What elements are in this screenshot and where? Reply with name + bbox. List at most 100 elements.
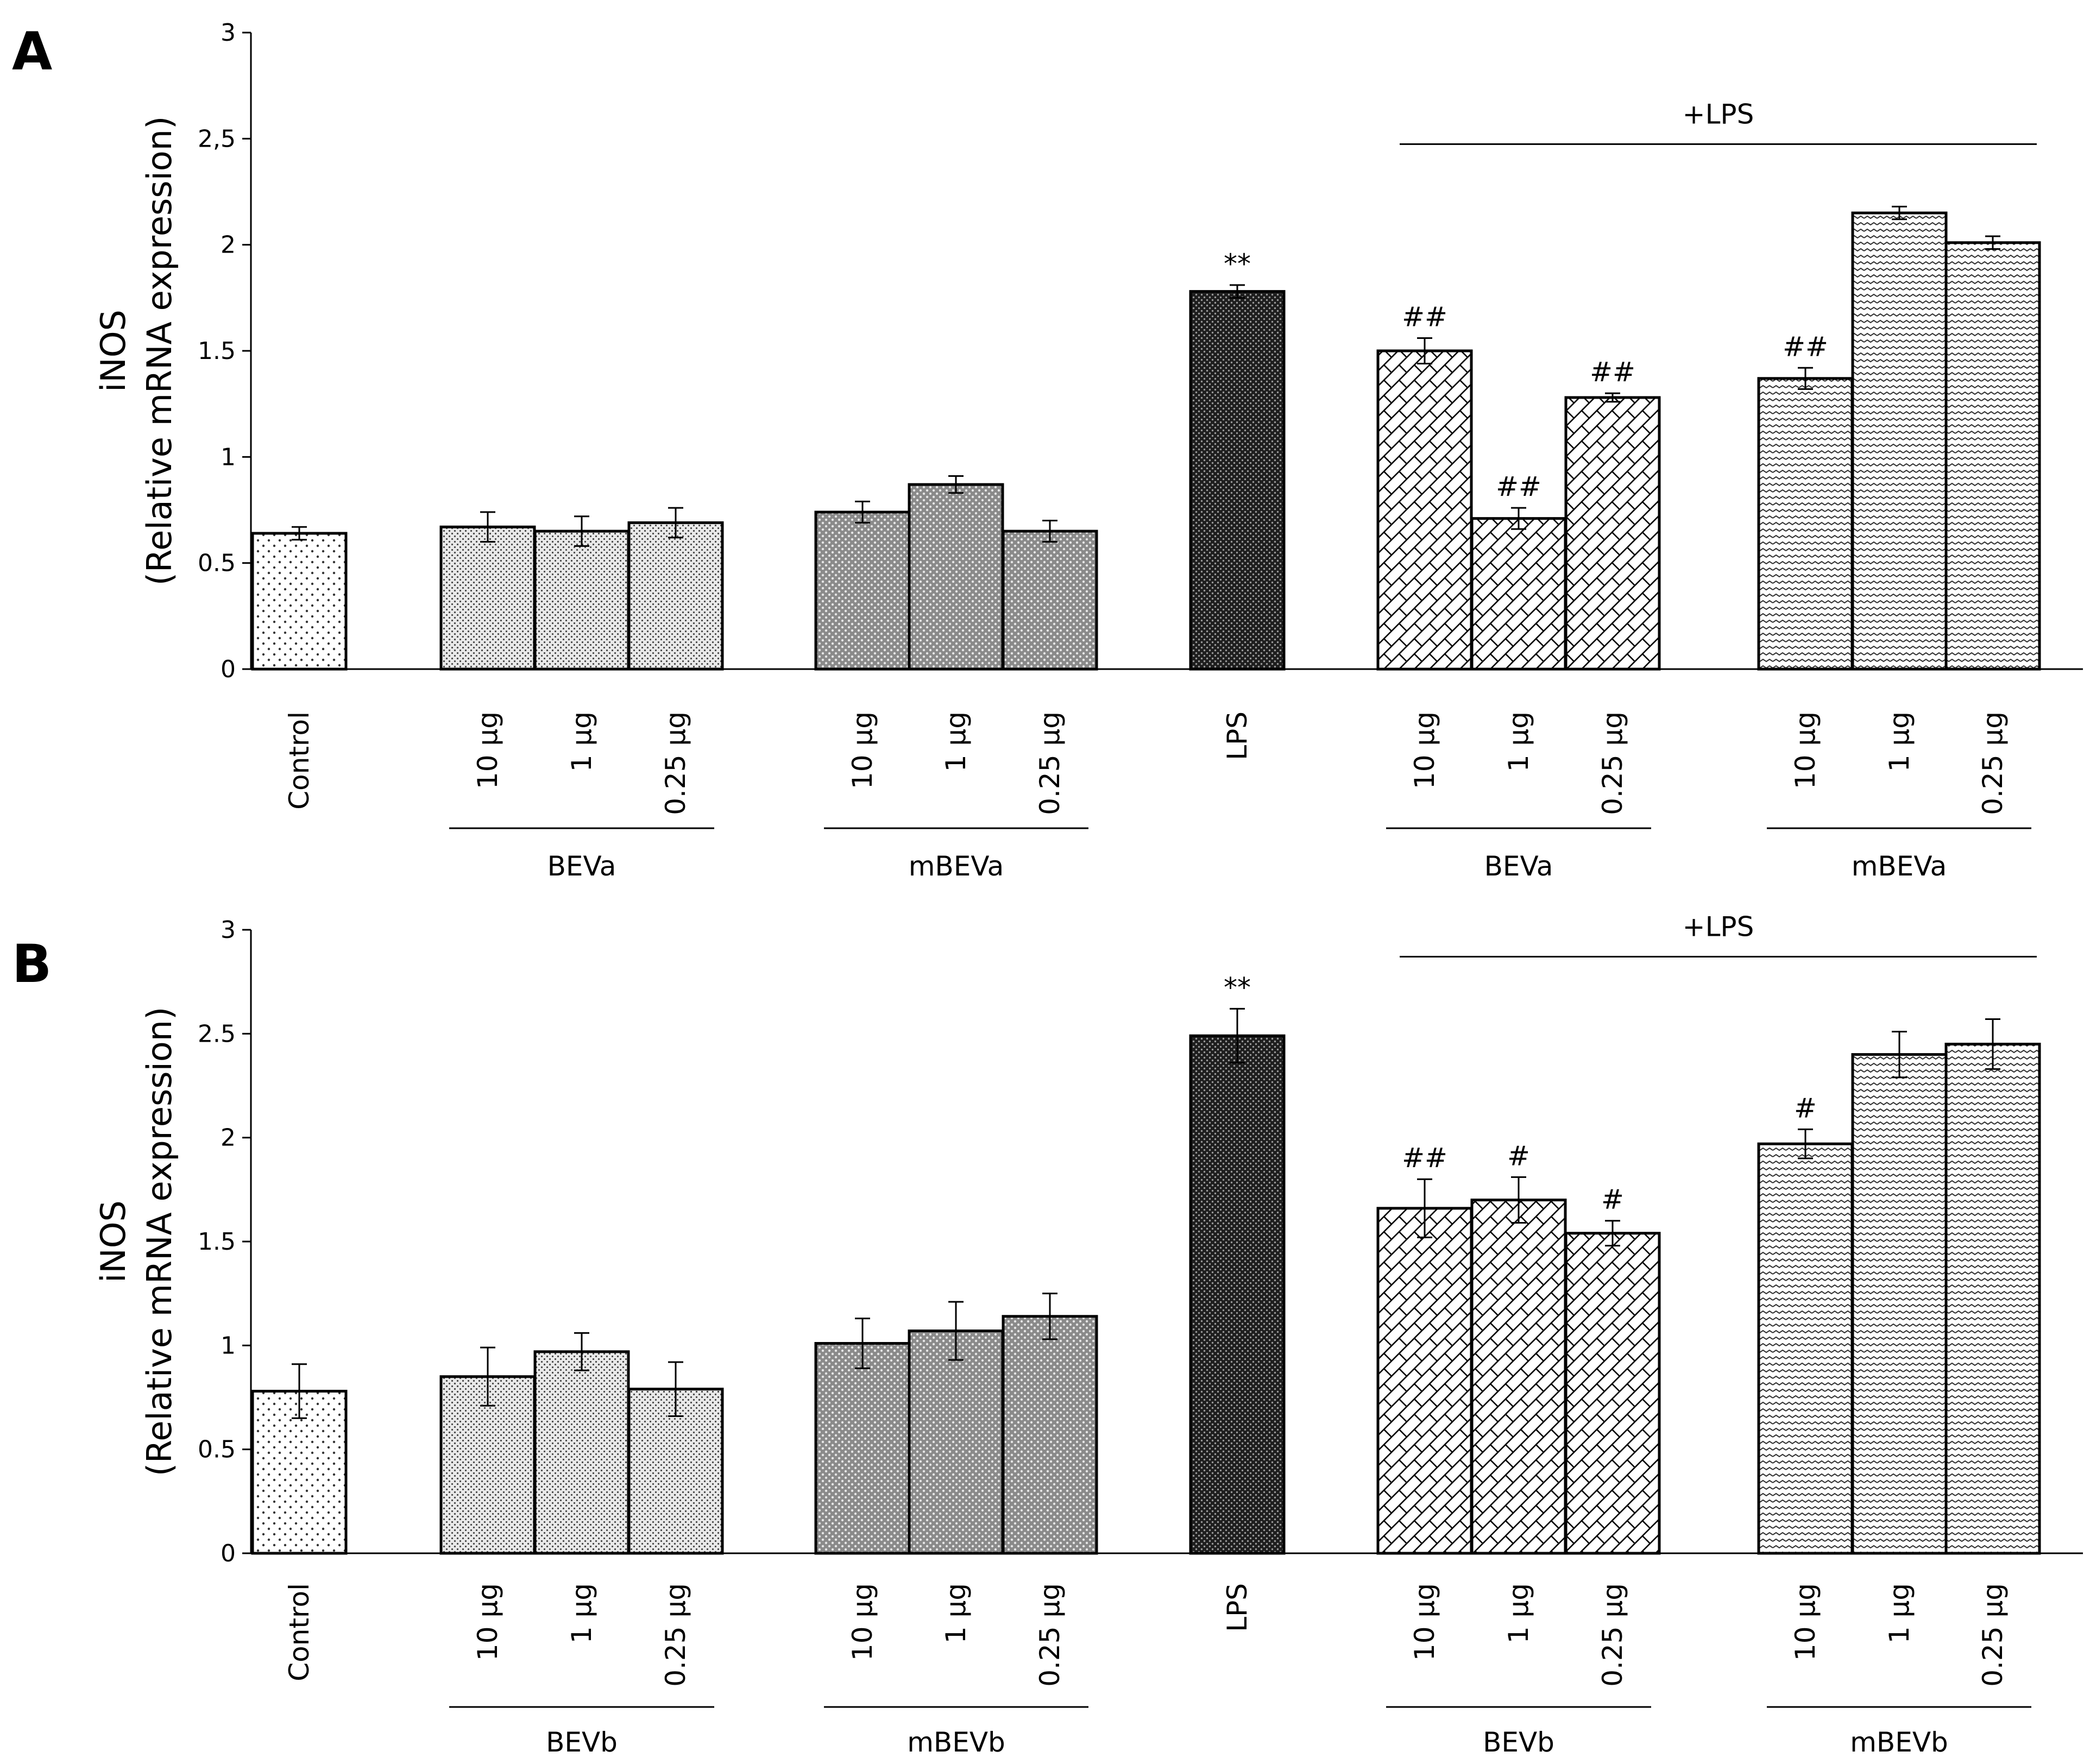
bar	[1944, 241, 2041, 671]
y-tick-label: 3	[221, 916, 236, 944]
error-bar	[1892, 1031, 1907, 1079]
error-bar	[480, 1346, 495, 1407]
error-bar	[1042, 520, 1057, 543]
category-label: 0.25 µg	[1597, 1583, 1628, 1687]
bar	[908, 483, 1004, 671]
bar	[533, 1350, 630, 1555]
significance-label: #	[1507, 1140, 1530, 1171]
group-label: BEVb	[1483, 1727, 1554, 1758]
category-label: 10 µg	[1409, 1583, 1440, 1661]
error-bar	[292, 1363, 307, 1419]
error-bar	[668, 507, 683, 539]
group-label: mBEVa	[1852, 850, 1947, 882]
category-label: 0.25 µg	[1977, 1583, 2009, 1687]
panel-label-a: A	[12, 21, 52, 82]
bar	[1757, 377, 1854, 671]
significance-label: ##	[1402, 1142, 1447, 1174]
category-label: 0.25 µg	[660, 1583, 691, 1687]
bar	[1470, 1198, 1567, 1555]
y-axis-title-line2: (Relative mRNA expression)	[140, 1007, 179, 1477]
y-tick-label: 0	[221, 1540, 236, 1567]
significance-label: ##	[1590, 356, 1635, 388]
category-label: 10 µg	[1790, 711, 1821, 789]
group-label: BEVa	[1484, 850, 1553, 882]
bar	[1851, 211, 1948, 671]
category-label: Control	[284, 711, 315, 810]
category-label: 1 µg	[1503, 711, 1534, 772]
significance-label: ##	[1783, 331, 1828, 362]
category-label: 10 µg	[472, 1583, 503, 1661]
category-label: 0.25 µg	[1597, 711, 1628, 815]
significance-label: **	[1224, 972, 1251, 1003]
error-bar	[1798, 367, 1813, 390]
category-label: 1 µg	[1884, 711, 1915, 772]
y-tick-label: 1.5	[198, 337, 236, 365]
bar	[814, 1342, 911, 1555]
category-label: 10 µg	[847, 1583, 878, 1661]
bar	[908, 1330, 1004, 1555]
significance-label: #	[1601, 1184, 1624, 1215]
category-label: 10 µg	[847, 711, 878, 789]
category-label: 10 µg	[1790, 1583, 1821, 1661]
error-bar	[1605, 1220, 1620, 1247]
error-bar	[1605, 392, 1620, 403]
panel-label-b: B	[12, 934, 52, 994]
bar	[1002, 530, 1098, 671]
category-label: LPS	[1222, 711, 1253, 760]
significance-label: **	[1224, 248, 1251, 280]
y-tick-label: 0.5	[198, 550, 236, 577]
category-label: 0.25 µg	[1034, 1583, 1066, 1687]
error-bar	[1230, 1007, 1245, 1064]
bar	[1376, 349, 1473, 671]
error-bar	[1985, 235, 2000, 250]
bar	[627, 521, 724, 671]
bar	[251, 532, 348, 671]
category-label: 1 µg	[940, 711, 972, 772]
significance-label: ##	[1496, 471, 1541, 502]
lps-bracket-label: +LPS	[1683, 911, 1754, 943]
bar	[439, 525, 536, 671]
error-bar	[1511, 507, 1526, 530]
group-label: BEVa	[547, 850, 616, 882]
bar	[814, 511, 911, 671]
bar	[1564, 396, 1661, 671]
bar	[1189, 1034, 1286, 1555]
error-bar	[855, 500, 870, 524]
category-label: 10 µg	[472, 711, 503, 789]
category-label: 1 µg	[566, 711, 597, 772]
panel-a: A 0 0.5 1 1.5 2 2,5 3 iNOS (Relative mRNA expres…	[12, 19, 2083, 882]
error-bar	[1892, 205, 1907, 220]
group-label: BEVb	[546, 1727, 618, 1758]
y-tick-label: 3	[221, 19, 236, 47]
error-bar	[668, 1361, 683, 1417]
category-label: 10 µg	[1409, 711, 1440, 789]
error-bar	[574, 515, 589, 547]
bar	[1944, 1042, 2041, 1555]
category-label: 1 µg	[1503, 1583, 1534, 1643]
error-bar	[948, 1301, 964, 1361]
group-label: mBEVa	[909, 850, 1004, 882]
error-bar	[855, 1318, 870, 1369]
category-label: LPS	[1222, 1583, 1253, 1632]
y-tick-label: 0.5	[198, 1436, 236, 1464]
error-bar	[1417, 337, 1432, 364]
y-tick-label: 2,5	[198, 125, 236, 153]
y-tick-label: 2	[221, 1124, 236, 1152]
category-label: 0.25 µg	[1034, 711, 1066, 815]
error-bar	[574, 1332, 589, 1371]
error-bar	[1511, 1176, 1526, 1224]
error-bar	[1985, 1018, 2000, 1070]
y-tick-label: 0	[221, 656, 236, 683]
category-label: 1 µg	[1884, 1583, 1915, 1643]
error-bar	[292, 526, 307, 541]
lps-bracket-label: +LPS	[1683, 98, 1754, 130]
error-bar	[1798, 1128, 1813, 1160]
y-axis-title-line1: iNOS	[93, 310, 133, 392]
error-bar	[1042, 1293, 1057, 1340]
error-bar	[1230, 284, 1245, 299]
y-tick-label: 2	[221, 231, 236, 259]
bar	[1851, 1053, 1948, 1555]
group-label: mBEVb	[1850, 1727, 1948, 1758]
category-label: 0.25 µg	[1977, 711, 2009, 815]
